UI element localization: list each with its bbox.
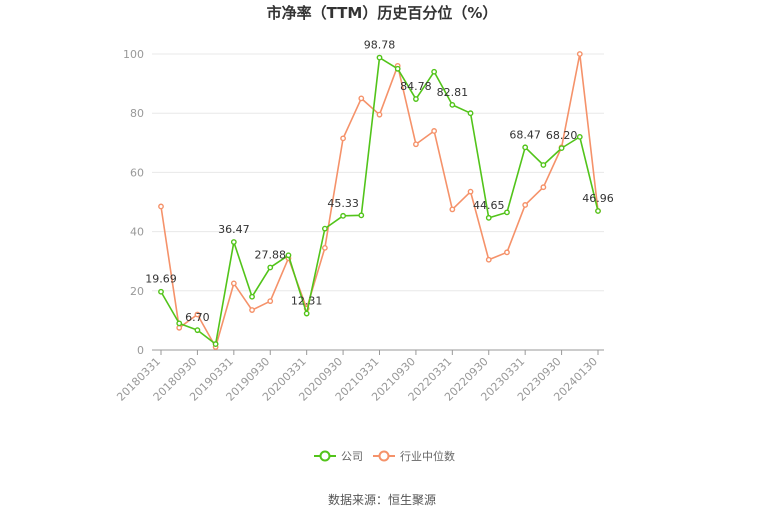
industry-median-point[interactable] (321, 244, 328, 251)
data-label: 12.31 (291, 295, 323, 308)
data-label: 27.88 (255, 248, 287, 261)
company-point[interactable] (285, 252, 292, 259)
company-point[interactable] (522, 144, 529, 151)
company-point[interactable] (413, 96, 419, 102)
company-point[interactable] (249, 293, 255, 300)
industry-median-point[interactable] (358, 95, 365, 102)
company-point[interactable] (340, 212, 346, 219)
company-point[interactable] (158, 288, 164, 295)
y-tick-label: 60 (130, 166, 144, 179)
legend-label: 公司 (341, 450, 363, 463)
grid (152, 53, 604, 292)
company-point[interactable] (176, 320, 183, 327)
industry-median-point[interactable] (267, 298, 274, 305)
legend-label: 行业中位数 (400, 449, 455, 463)
company-point[interactable] (485, 214, 492, 221)
series-layer (158, 51, 601, 350)
industry-median-point[interactable] (413, 141, 419, 148)
legend[interactable]: 公司 行业中位数 (314, 449, 455, 463)
data-label: 45.33 (327, 197, 359, 210)
y-tick-label: 100 (123, 48, 144, 61)
industry-median-point[interactable] (249, 307, 255, 313)
company-point[interactable] (595, 208, 601, 214)
company-point[interactable] (194, 327, 201, 334)
data-label: 36.47 (218, 223, 250, 236)
data-label: 84.78 (400, 80, 432, 93)
data-label: 98.78 (364, 39, 396, 52)
industry-median-point[interactable] (576, 51, 583, 57)
data-label: 68.47 (509, 128, 541, 141)
company-point[interactable] (376, 54, 383, 61)
company-point[interactable] (303, 310, 310, 317)
industry-median-point[interactable] (230, 280, 237, 287)
y-tick-label: 40 (130, 226, 144, 239)
company-line (160, 56, 599, 345)
industry-median-point[interactable] (504, 249, 510, 256)
industry-median-point[interactable] (194, 311, 201, 318)
chart-title: 市净率（TTM）历史百分位（%） (267, 4, 498, 22)
industry-median-point[interactable] (485, 256, 492, 263)
company-point[interactable] (431, 68, 438, 75)
company-point[interactable] (267, 264, 274, 271)
company-point[interactable] (230, 239, 237, 245)
data-label: 46.96 (582, 192, 614, 205)
legend-item-industry-median[interactable]: 行业中位数 (373, 449, 455, 463)
industry-median-point[interactable] (467, 188, 474, 195)
legend-marker (378, 450, 390, 462)
industry-median-point[interactable] (431, 128, 438, 134)
company-point[interactable] (576, 133, 583, 140)
company-point[interactable] (558, 145, 565, 152)
source-note: 数据来源：恒生聚源 (328, 492, 436, 507)
data-label: 19.69 (145, 273, 177, 286)
company-point[interactable] (358, 212, 365, 219)
company-point[interactable] (449, 101, 456, 108)
company-point[interactable] (540, 162, 547, 168)
data-label: 68.20 (546, 129, 578, 142)
company-point[interactable] (321, 225, 328, 232)
legend-item-company[interactable]: 公司 (314, 450, 363, 463)
company-point[interactable] (212, 341, 219, 347)
y-tick-label: 0 (137, 344, 144, 357)
industry-median-line (160, 53, 599, 348)
industry-median-point[interactable] (340, 135, 346, 142)
data-label: 6.70 (185, 311, 210, 324)
industry-median-point[interactable] (449, 206, 456, 213)
legend-marker (319, 450, 331, 462)
y-tick-label: 20 (130, 285, 144, 298)
data-label: 82.81 (437, 86, 469, 99)
industry-median-point[interactable] (176, 324, 183, 331)
industry-median-point[interactable] (158, 203, 164, 210)
company-point[interactable] (394, 65, 401, 72)
data-labels: 19.69 6.70 36.47 27.88 12.31 45.33 98.78 84.78 8… (145, 39, 614, 325)
y-tick-label: 80 (130, 107, 144, 120)
data-label: 44.65 (473, 199, 505, 212)
industry-median-point[interactable] (522, 202, 529, 208)
industry-median-point[interactable] (540, 184, 547, 191)
industry-median-point[interactable] (376, 111, 383, 118)
company-point[interactable] (504, 209, 510, 216)
company-point[interactable] (467, 110, 474, 117)
